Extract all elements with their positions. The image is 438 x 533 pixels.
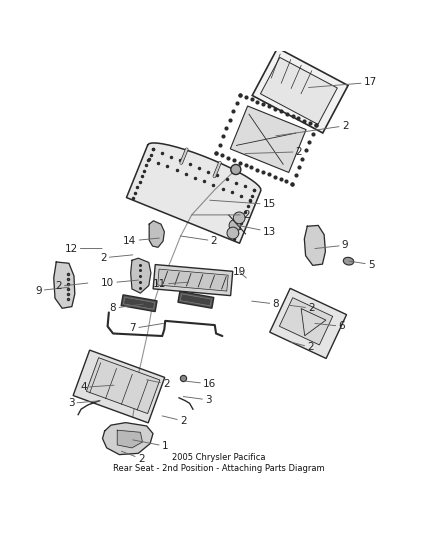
Polygon shape bbox=[54, 262, 75, 308]
Text: 11: 11 bbox=[153, 279, 189, 289]
Text: 9: 9 bbox=[35, 286, 69, 296]
Bar bbox=[261, 58, 337, 124]
Bar bbox=[252, 48, 348, 133]
Text: 3: 3 bbox=[68, 398, 100, 408]
Text: 2: 2 bbox=[55, 281, 88, 292]
Bar bbox=[230, 106, 306, 173]
Bar bbox=[178, 292, 214, 308]
Circle shape bbox=[227, 227, 239, 239]
Text: 2: 2 bbox=[147, 379, 170, 389]
Text: 3: 3 bbox=[183, 395, 212, 405]
Text: 17: 17 bbox=[308, 77, 377, 87]
Bar bbox=[124, 297, 155, 309]
Polygon shape bbox=[117, 430, 142, 448]
Text: 16: 16 bbox=[184, 379, 216, 389]
Polygon shape bbox=[127, 143, 261, 243]
Text: 19: 19 bbox=[233, 266, 246, 278]
Text: 1: 1 bbox=[133, 440, 169, 451]
Bar bbox=[86, 358, 160, 414]
Circle shape bbox=[229, 220, 241, 231]
Text: 8: 8 bbox=[110, 303, 143, 313]
Text: 14: 14 bbox=[123, 236, 159, 246]
Text: 2: 2 bbox=[121, 451, 145, 464]
Text: 10: 10 bbox=[101, 278, 138, 288]
Text: 13: 13 bbox=[238, 225, 276, 237]
Bar bbox=[73, 350, 165, 423]
Circle shape bbox=[231, 165, 241, 174]
Text: 2: 2 bbox=[290, 303, 315, 313]
Bar bbox=[180, 294, 212, 306]
Text: 7: 7 bbox=[130, 324, 163, 334]
Text: 12: 12 bbox=[64, 244, 102, 254]
Bar bbox=[121, 295, 157, 312]
Circle shape bbox=[233, 212, 245, 224]
Polygon shape bbox=[102, 423, 153, 455]
Bar bbox=[158, 269, 228, 291]
Text: 8: 8 bbox=[252, 299, 279, 309]
Text: 2: 2 bbox=[100, 253, 133, 263]
Polygon shape bbox=[149, 221, 164, 247]
Text: 2005 Chrysler Pacifica
Rear Seat - 2nd Position - Attaching Parts Diagram: 2005 Chrysler Pacifica Rear Seat - 2nd P… bbox=[113, 453, 325, 473]
Text: 2: 2 bbox=[180, 236, 217, 246]
Bar bbox=[270, 288, 346, 359]
Text: 5: 5 bbox=[350, 260, 374, 270]
Polygon shape bbox=[304, 225, 325, 265]
Text: 2: 2 bbox=[276, 121, 349, 136]
Text: 9: 9 bbox=[315, 240, 349, 250]
Bar bbox=[279, 297, 333, 345]
Text: 2: 2 bbox=[162, 416, 187, 426]
Text: 2: 2 bbox=[245, 147, 302, 157]
Text: 4: 4 bbox=[80, 382, 114, 392]
Ellipse shape bbox=[343, 257, 354, 265]
Text: 2: 2 bbox=[192, 210, 250, 220]
Bar bbox=[153, 264, 233, 296]
Polygon shape bbox=[131, 258, 151, 293]
Text: 15: 15 bbox=[210, 199, 276, 209]
Text: 2: 2 bbox=[290, 342, 314, 352]
Text: 6: 6 bbox=[315, 321, 345, 332]
